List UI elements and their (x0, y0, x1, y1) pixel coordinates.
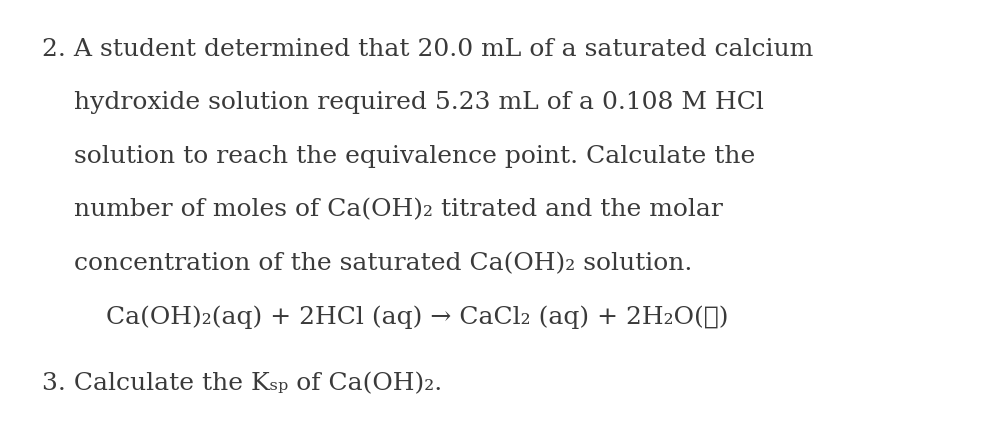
Text: 2. A student determined that 20.0 mL of a saturated calcium: 2. A student determined that 20.0 mL of … (42, 38, 814, 61)
Text: concentration of the saturated Ca(OH)₂ solution.: concentration of the saturated Ca(OH)₂ s… (42, 251, 692, 274)
Text: hydroxide solution required 5.23 mL of a 0.108 M HCl: hydroxide solution required 5.23 mL of a… (42, 91, 764, 114)
Text: 3. Calculate the Kₛₚ of Ca(OH)₂.: 3. Calculate the Kₛₚ of Ca(OH)₂. (42, 371, 443, 394)
Text: number of moles of Ca(OH)₂ titrated and the molar: number of moles of Ca(OH)₂ titrated and … (42, 198, 723, 221)
Text: Ca(OH)₂(aq) + 2HCl (aq) → CaCl₂ (aq) + 2H₂O(ℓ): Ca(OH)₂(aq) + 2HCl (aq) → CaCl₂ (aq) + 2… (42, 305, 729, 328)
Text: solution to reach the equivalence point. Calculate the: solution to reach the equivalence point.… (42, 145, 756, 168)
